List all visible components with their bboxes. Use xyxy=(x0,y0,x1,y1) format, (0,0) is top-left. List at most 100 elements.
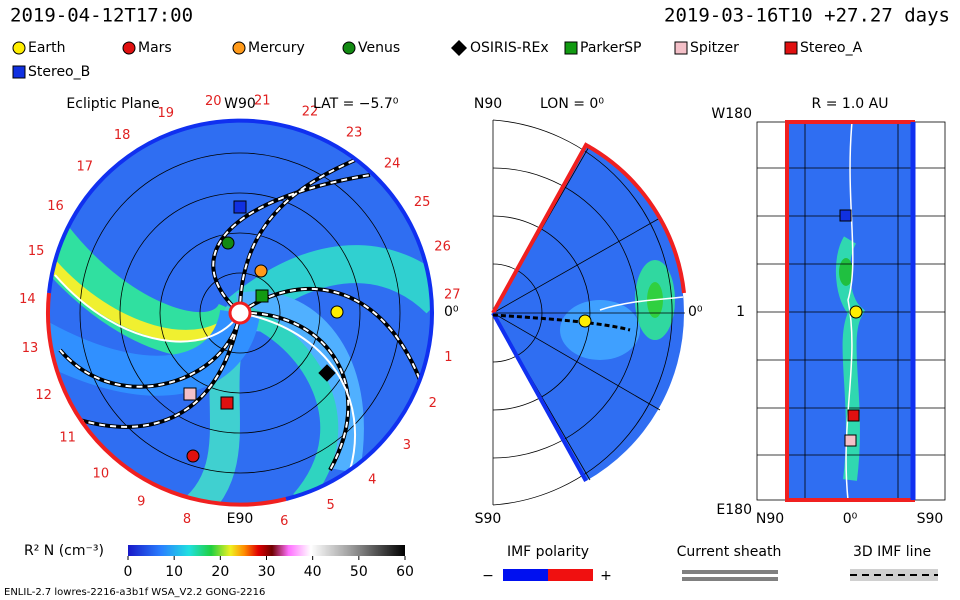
imf-key-bg xyxy=(850,569,938,581)
stereo-a-marker xyxy=(220,396,234,410)
radial-panel: R = 1.0 AU W180 1 E180 N90 0⁰ S90 xyxy=(711,96,946,527)
day-label: 19 xyxy=(157,106,174,121)
panel-title: Ecliptic Plane xyxy=(66,96,159,112)
day-label: 12 xyxy=(35,388,52,403)
colorbar-label: R² N (cm⁻³) xyxy=(24,543,104,559)
colorbar-tick-label: 20 xyxy=(211,564,229,580)
earth-marker xyxy=(849,305,863,319)
colorbar-tick-label: 60 xyxy=(396,564,414,580)
key-label: Current sheath xyxy=(677,544,782,560)
earth-marker xyxy=(578,314,592,328)
polarity-plus: + xyxy=(600,568,612,584)
day-label: 1 xyxy=(444,350,452,365)
day-label: 15 xyxy=(28,244,45,259)
legend-label: Stereo_B xyxy=(28,64,90,80)
day-label: 14 xyxy=(19,292,36,307)
legend-label: Venus xyxy=(358,40,400,56)
axis-label: S90 xyxy=(475,511,502,527)
day-label: 20 xyxy=(205,94,222,109)
stereo-b-marker xyxy=(233,200,247,214)
time: 2019-04-12T17:00 xyxy=(10,5,193,27)
mercury-marker xyxy=(254,264,268,278)
axis-label: 1 xyxy=(736,304,745,320)
stereo-a-marker xyxy=(847,409,860,422)
legend-marker xyxy=(342,41,356,55)
axis-label: 0⁰ xyxy=(843,511,858,527)
venus-marker xyxy=(221,236,235,250)
longitude: LON = 0⁰ xyxy=(540,96,604,112)
colorbar-tick-label: 30 xyxy=(258,564,276,580)
polarity-minus: − xyxy=(482,568,494,584)
day-label: 9 xyxy=(137,494,145,509)
day-label: 22 xyxy=(302,104,319,119)
day-label: 16 xyxy=(47,199,64,214)
polarity-negative xyxy=(503,569,548,581)
axis-label: W90 xyxy=(224,96,256,112)
axis-label: W180 xyxy=(711,106,752,122)
day-label: 2 xyxy=(429,396,437,411)
legend-marker xyxy=(232,41,246,55)
stereo-b-marker xyxy=(839,209,852,222)
legend-label: OSIRIS-REx xyxy=(470,40,549,56)
polarity-positive xyxy=(548,569,593,581)
colorbar-tick-label: 50 xyxy=(350,564,368,580)
day-label: 3 xyxy=(403,438,411,453)
key-label: IMF polarity xyxy=(507,544,589,560)
colorbar-tick-label: 10 xyxy=(165,564,183,580)
colorbar-tick-label: 0 xyxy=(124,564,133,580)
spitzer-marker xyxy=(183,387,197,401)
legend-label: Earth xyxy=(28,40,66,56)
legend-marker xyxy=(122,41,136,55)
axis-label: 0⁰ xyxy=(688,304,703,320)
day-label: 27 xyxy=(444,288,461,303)
day-label: 25 xyxy=(414,195,431,210)
day-label: 11 xyxy=(59,431,76,446)
legend-label: Stereo_A xyxy=(800,40,863,56)
meridional-panel: N90 LON = 0⁰ 0⁰ S90 xyxy=(474,96,703,527)
legend-label: Spitzer xyxy=(690,40,739,56)
parker-marker xyxy=(255,289,269,303)
panel-title: R = 1.0 AU xyxy=(812,96,889,112)
day-label: 21 xyxy=(254,94,271,109)
colorbar xyxy=(128,545,405,556)
legend: Earth Mars Mercury Venus OSIRIS-REx ParkerSP S… xyxy=(12,40,863,80)
colorbar-ticks: 0 10 20 30 40 50 60 xyxy=(124,556,414,580)
axis-label: E90 xyxy=(227,511,254,527)
day-label: 26 xyxy=(434,240,451,255)
legend-label: Mars xyxy=(138,40,172,56)
day-label: 18 xyxy=(114,128,131,143)
legend-marker xyxy=(12,41,26,55)
mars-marker xyxy=(186,449,200,463)
run-time: 2019-03-16T10 +27.27 days xyxy=(664,5,950,27)
day-label: 23 xyxy=(346,126,363,141)
day-label: 10 xyxy=(93,467,110,482)
legend-label: Mercury xyxy=(248,40,305,56)
legend-label: ParkerSP xyxy=(580,40,641,56)
legend-marker xyxy=(564,41,578,55)
axis-label: 0⁰ xyxy=(444,304,459,320)
day-label: 24 xyxy=(384,156,401,171)
day-label: 6 xyxy=(280,514,288,529)
day-label: 8 xyxy=(183,512,191,527)
legend-marker xyxy=(784,41,798,55)
axis-label: N90 xyxy=(474,96,502,112)
legend-marker xyxy=(12,65,26,79)
axis-label: S90 xyxy=(917,511,944,527)
earth-marker xyxy=(330,305,344,319)
latitude: LAT = −5.7⁰ xyxy=(313,96,399,112)
day-label: 13 xyxy=(22,341,39,356)
axis-label: N90 xyxy=(756,511,784,527)
legend-marker xyxy=(674,41,688,55)
day-label: 4 xyxy=(368,472,376,487)
day-label: 5 xyxy=(327,498,335,513)
spitzer-marker xyxy=(844,434,857,447)
osiris-marker xyxy=(318,364,336,382)
colorbar-tick-label: 40 xyxy=(304,564,322,580)
day-label: 17 xyxy=(76,160,93,175)
footer: ENLIL-2.7 lowres-2216-a3b1f WSA_V2.2 GON… xyxy=(4,587,265,598)
